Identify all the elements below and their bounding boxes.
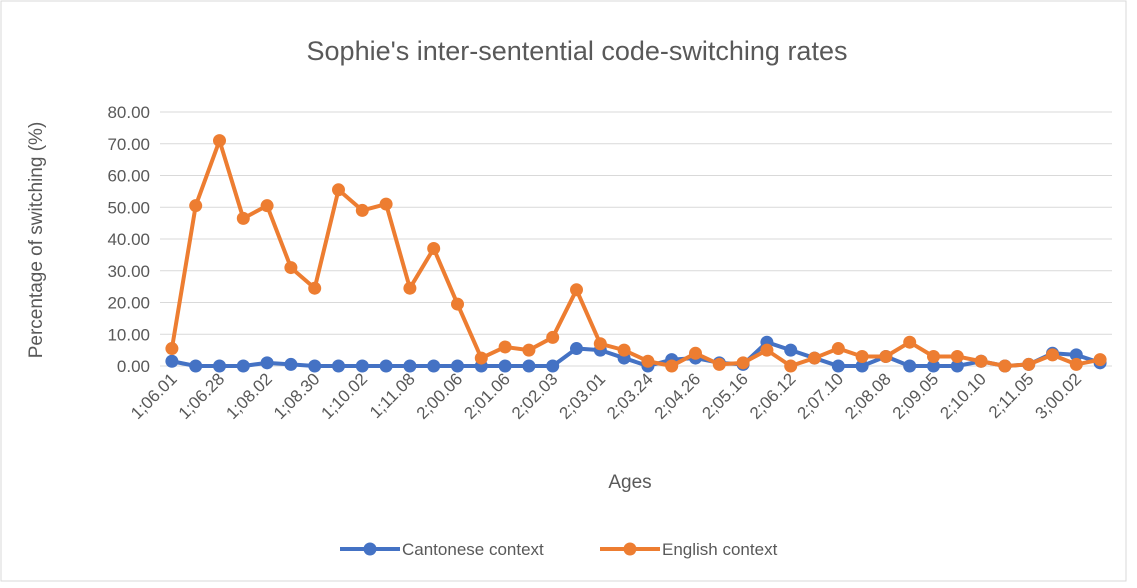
point [165, 354, 179, 368]
point [451, 297, 464, 311]
point [879, 349, 893, 363]
point [617, 343, 631, 357]
point [855, 349, 869, 363]
point [689, 346, 702, 360]
y-tick-label: 20.00 [107, 294, 150, 313]
y-tick-label: 80.00 [107, 103, 150, 122]
point [260, 356, 274, 370]
point [855, 359, 869, 373]
x-axis-label: Ages [608, 472, 651, 493]
point [974, 354, 988, 368]
point [284, 261, 298, 275]
point [284, 357, 298, 371]
point [165, 342, 179, 356]
point [427, 359, 441, 373]
point [950, 349, 964, 363]
y-tick-label: 10.00 [107, 325, 150, 344]
point [522, 359, 536, 373]
point [451, 359, 464, 373]
point [355, 359, 369, 373]
y-axis-label: Percentage of switching (%) [26, 122, 47, 359]
point [1069, 348, 1083, 362]
point [498, 359, 512, 373]
y-tick-label: 0.00 [117, 357, 150, 376]
point [236, 211, 250, 225]
point [903, 335, 917, 349]
point [760, 343, 774, 357]
point [213, 359, 226, 373]
series-line [169, 138, 1101, 368]
chart-title: Sophie's inter-sentential code-switching… [307, 36, 848, 66]
point [355, 203, 369, 217]
point [236, 359, 250, 373]
point [927, 349, 940, 363]
point [213, 134, 226, 148]
point [1022, 357, 1036, 371]
point [308, 359, 322, 373]
point [189, 359, 203, 373]
point [903, 359, 917, 373]
point [831, 359, 845, 373]
y-tick-label: 30.00 [107, 262, 150, 281]
point [379, 359, 393, 373]
point [950, 359, 964, 373]
point [546, 359, 560, 373]
y-tick-label: 40.00 [107, 230, 150, 249]
point [498, 340, 512, 354]
point [712, 357, 726, 371]
point [998, 359, 1012, 373]
y-tick-label: 50.00 [107, 198, 150, 217]
point [474, 351, 488, 365]
point [808, 351, 821, 365]
legend-marker [363, 542, 377, 556]
point [831, 342, 845, 356]
point [427, 242, 441, 256]
series-line [171, 340, 1101, 368]
point [379, 197, 393, 211]
point [260, 199, 274, 213]
point [927, 359, 940, 373]
point [641, 354, 655, 368]
y-tick-label: 70.00 [107, 135, 150, 154]
point [522, 343, 536, 357]
point [784, 359, 798, 373]
point [593, 337, 607, 351]
point [570, 342, 583, 356]
point [189, 199, 203, 213]
point [1069, 357, 1083, 371]
point [546, 330, 560, 344]
point [332, 359, 345, 373]
legend-label: English context [662, 540, 778, 559]
point [665, 359, 679, 373]
y-tick-label: 60.00 [107, 167, 150, 186]
point [1046, 348, 1059, 362]
point [308, 281, 322, 295]
legend-marker [623, 542, 637, 556]
point [784, 343, 798, 357]
point [403, 359, 417, 373]
point [1093, 353, 1107, 367]
point [736, 356, 750, 370]
legend-label: Cantonese context [402, 540, 544, 559]
point [332, 183, 345, 197]
point [403, 281, 417, 295]
point [570, 283, 583, 297]
